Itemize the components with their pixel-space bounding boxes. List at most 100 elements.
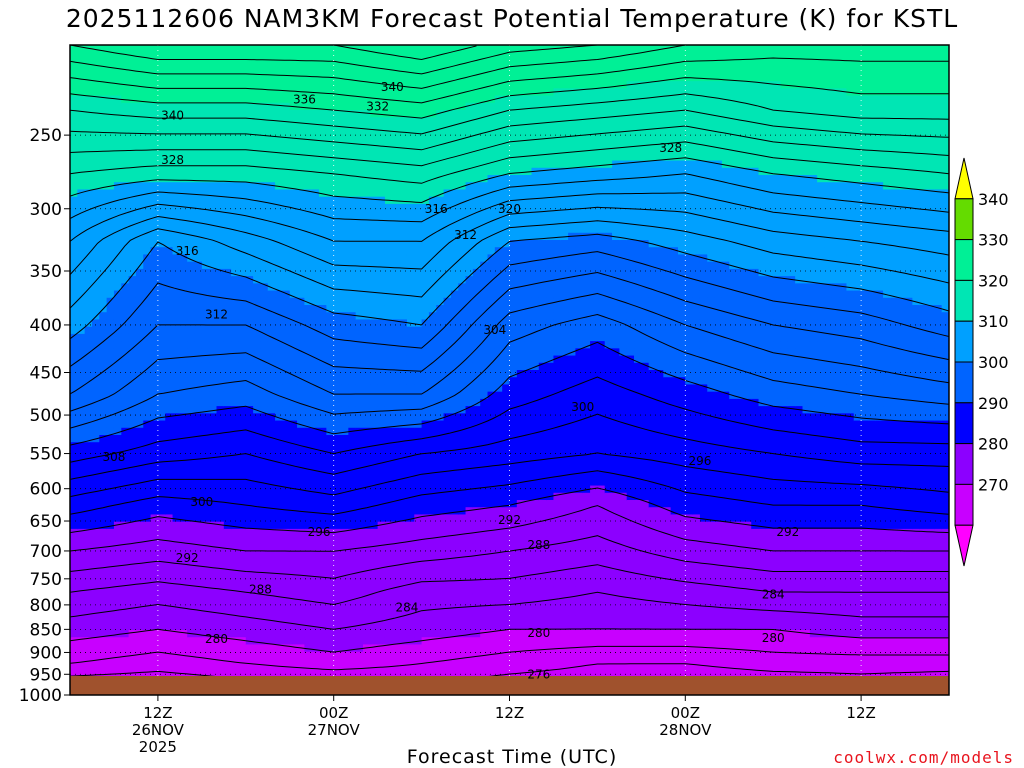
field-cell — [472, 196, 481, 205]
field-cell — [428, 384, 437, 393]
field-cell — [363, 175, 371, 183]
field-cell — [414, 658, 423, 667]
field-cell — [384, 463, 393, 472]
field-cell — [172, 651, 181, 660]
field-cell — [150, 110, 159, 118]
field-cell — [363, 637, 371, 646]
field-cell — [341, 572, 349, 581]
field-cell — [245, 471, 254, 479]
field-cell — [326, 492, 335, 501]
field-cell — [458, 268, 467, 277]
field-cell — [275, 521, 284, 530]
field-cell — [99, 666, 108, 674]
field-cell — [209, 326, 218, 335]
field-cell — [253, 384, 262, 393]
field-cell — [106, 59, 115, 68]
field-cell — [421, 175, 430, 183]
field-cell — [399, 572, 408, 581]
field-cell — [143, 117, 152, 126]
field-cell — [113, 138, 122, 147]
field-cell — [253, 283, 262, 292]
field-cell — [157, 88, 166, 97]
field-cell — [348, 463, 357, 472]
field-cell — [406, 218, 415, 227]
field-cell — [392, 666, 401, 674]
field-cell — [363, 196, 371, 205]
field-cell — [319, 88, 327, 97]
field-cell — [414, 565, 423, 573]
field-cell — [113, 45, 122, 53]
field-cell — [121, 283, 130, 292]
field-cell — [399, 297, 408, 306]
field-cell — [443, 326, 452, 335]
field-cell — [99, 637, 108, 646]
field-cell — [187, 232, 196, 241]
field-cell — [421, 218, 430, 227]
field-cell — [216, 333, 225, 342]
field-cell — [253, 500, 262, 508]
field-cell — [333, 601, 342, 609]
field-cell — [165, 492, 174, 501]
field-cell — [253, 362, 262, 371]
field-cell — [326, 456, 335, 465]
field-cell — [84, 435, 93, 443]
field-cell — [326, 557, 335, 566]
field-cell — [231, 442, 240, 451]
field-cell — [450, 110, 459, 118]
field-cell — [414, 521, 423, 530]
field-cell — [348, 196, 357, 205]
field-cell — [253, 572, 262, 581]
field-cell — [238, 543, 247, 552]
field-cell — [260, 485, 269, 494]
field-cell — [326, 167, 335, 176]
field-cell — [113, 333, 122, 342]
field-cell — [436, 658, 445, 667]
field-cell — [260, 276, 269, 284]
field-cell — [392, 521, 401, 530]
field-cell — [135, 666, 144, 674]
field-cell — [289, 305, 298, 313]
field-cell — [355, 384, 364, 393]
field-cell — [370, 651, 379, 660]
field-cell — [355, 319, 364, 328]
field-cell — [377, 73, 386, 82]
field-cell — [450, 268, 459, 277]
field-cell — [333, 95, 342, 104]
field-cell — [465, 435, 474, 443]
field-cell — [150, 427, 159, 436]
field-cell — [106, 261, 115, 270]
field-cell — [77, 225, 86, 234]
field-cell — [465, 88, 474, 97]
field-cell — [201, 59, 210, 68]
field-cell — [370, 630, 379, 638]
field-cell — [99, 59, 108, 68]
field-cell — [421, 88, 430, 97]
field-cell — [399, 261, 408, 270]
field-cell — [135, 211, 144, 219]
field-cell — [392, 283, 401, 292]
field-cell — [121, 565, 130, 573]
field-cell — [201, 348, 210, 357]
field-cell — [421, 565, 430, 573]
field-cell — [91, 413, 100, 422]
field-cell — [465, 232, 474, 241]
field-cell — [428, 630, 437, 638]
field-cell — [384, 167, 393, 176]
field-cell — [414, 485, 423, 494]
field-cell — [333, 218, 342, 227]
field-cell — [179, 427, 188, 436]
field-cell — [319, 138, 327, 147]
field-cell — [143, 471, 152, 479]
field-cell — [436, 615, 445, 624]
field-cell — [443, 572, 452, 581]
field-cell — [187, 102, 196, 111]
field-cell — [223, 427, 232, 436]
field-cell — [209, 514, 218, 523]
field-cell — [113, 131, 122, 140]
field-cell — [392, 435, 401, 443]
field-cell — [260, 247, 269, 256]
field-cell — [465, 478, 474, 487]
field-cell — [421, 225, 430, 234]
field-cell — [355, 110, 364, 118]
field-cell — [231, 203, 240, 212]
